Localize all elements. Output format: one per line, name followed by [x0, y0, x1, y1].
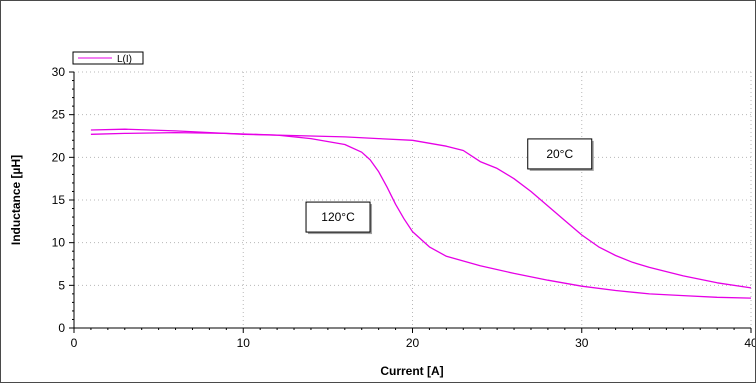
legend-entry-label: L(I) — [117, 54, 132, 65]
y-tick-label: 10 — [52, 236, 66, 250]
annotation-label-1: 120°C — [305, 201, 373, 235]
series — [90, 128, 752, 299]
annotation-box — [305, 201, 371, 233]
series-line-0 — [90, 128, 752, 289]
y-tick-label: 25 — [52, 108, 66, 122]
x-tick-label: 30 — [575, 336, 589, 350]
legend: L(I) — [72, 51, 144, 65]
annotation-text: 20°C — [546, 147, 573, 161]
x-tick-label: 0 — [71, 336, 78, 350]
x-tick-label: 10 — [237, 336, 251, 350]
y-axis-title: Inductance [µH] — [9, 155, 23, 245]
x-tick-label: 40 — [744, 336, 755, 350]
annotations: 20°C 120°C — [305, 138, 594, 235]
annotation-box — [527, 138, 593, 170]
y-tick-label: 0 — [58, 321, 65, 335]
x-tick-label: 20 — [406, 336, 420, 350]
axes: 0 5 10 15 20 25 30 0 10 20 30 40 — [52, 65, 756, 350]
y-tick-label: 5 — [58, 278, 65, 292]
y-tick-label: 30 — [52, 65, 66, 79]
x-axis-title: Current [A] — [380, 364, 443, 378]
y-tick-label: 20 — [52, 150, 66, 164]
annotation-text: 120°C — [321, 210, 355, 224]
grid — [74, 71, 752, 328]
annotation-label-0: 20°C — [527, 138, 594, 171]
series-line-1 — [90, 131, 752, 299]
y-tick-label: 15 — [52, 193, 66, 207]
